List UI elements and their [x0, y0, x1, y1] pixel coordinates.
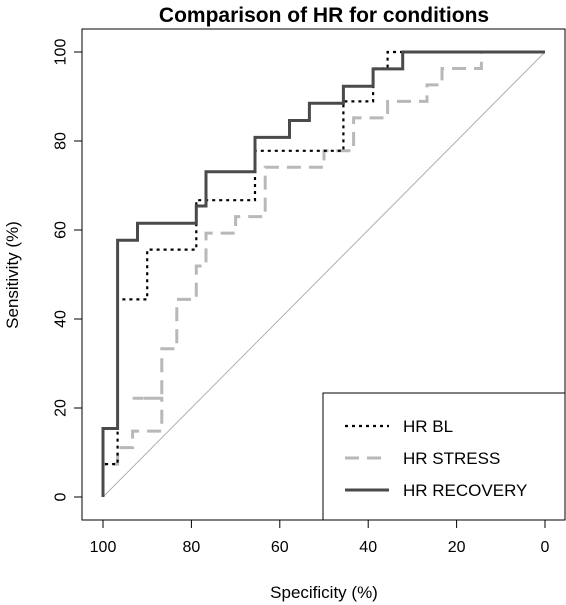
- y-tick-label: 0: [53, 492, 70, 501]
- series-line-hr-recovery: [101, 50, 545, 497]
- chart-title: Comparison of HR for conditions: [159, 4, 489, 27]
- legend-label: HR RECOVERY: [403, 481, 527, 500]
- y-tick-label: 80: [53, 132, 70, 150]
- x-tick-label: 80: [183, 539, 201, 556]
- series-line-hr-stress: [101, 50, 545, 497]
- y-axis: 0 20 40 60 80 100: [53, 39, 83, 501]
- y-axis-label: Sensitivity (%): [3, 221, 22, 329]
- series-layer: [101, 50, 545, 497]
- legend-label: HR STRESS: [403, 449, 500, 468]
- x-tick-label: 60: [271, 539, 289, 556]
- legend-box: [322, 392, 566, 521]
- x-tick-label: 40: [359, 539, 377, 556]
- y-tick-label: 40: [53, 310, 70, 328]
- diagonal-reference-line: [102, 51, 546, 498]
- x-tick-label: 100: [90, 539, 117, 556]
- y-tick-label: 60: [53, 221, 70, 239]
- x-axis: 100 80 60 40 20 0: [90, 519, 550, 556]
- x-axis-label: Specificity (%): [270, 583, 378, 602]
- x-tick-label: 0: [541, 539, 550, 556]
- y-tick-label: 20: [53, 399, 70, 417]
- legend-label: HR BL: [403, 417, 453, 436]
- x-tick-label: 20: [448, 539, 466, 556]
- legend: HR BL HR STRESS HR RECOVERY: [322, 392, 566, 521]
- y-tick-label: 100: [53, 39, 70, 66]
